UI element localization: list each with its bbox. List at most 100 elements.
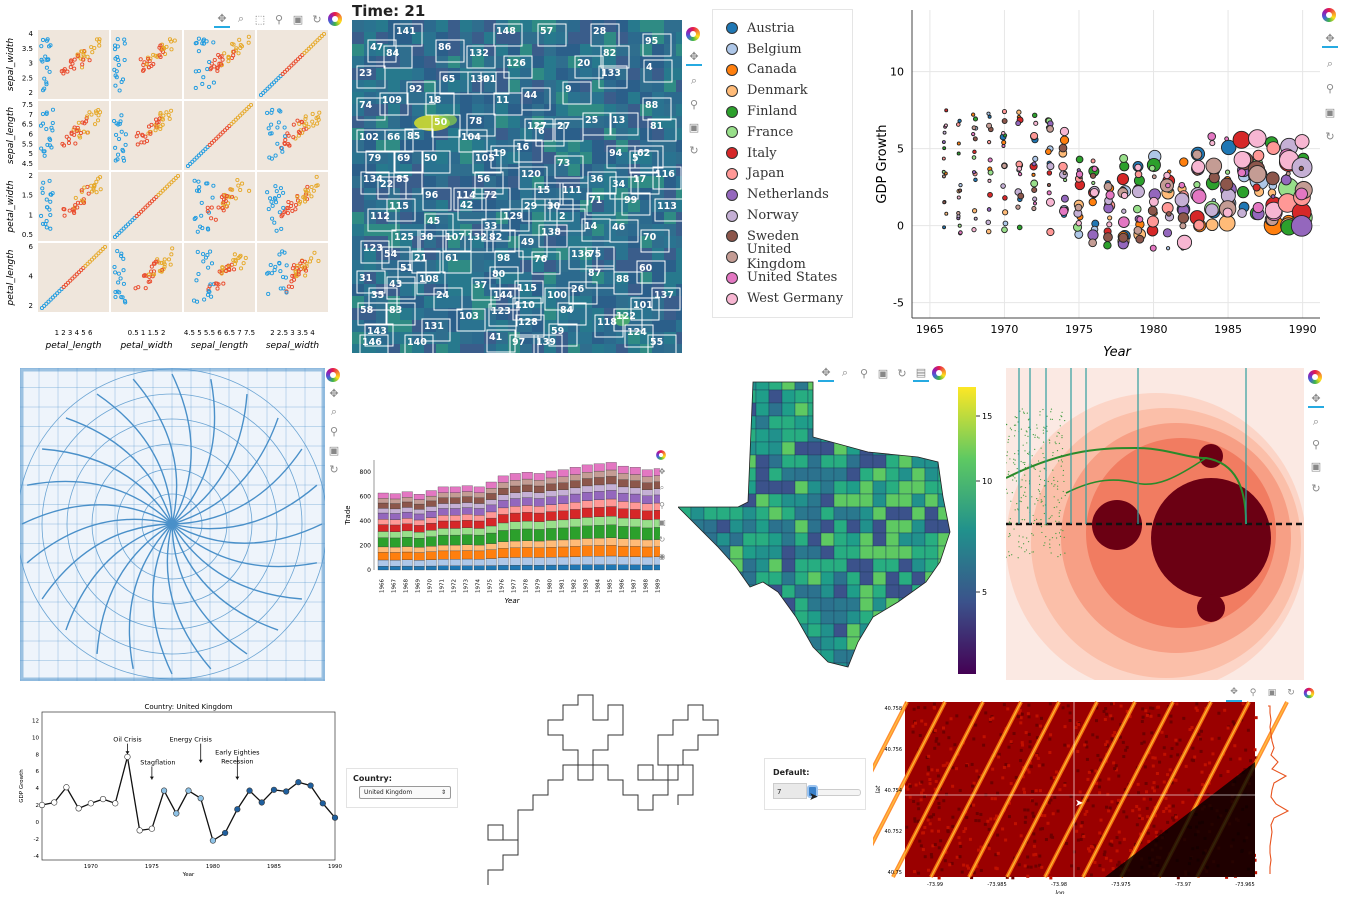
county-cell[interactable] [755,532,770,547]
county-cell[interactable] [690,480,705,495]
legend-item[interactable]: Italy [713,143,852,164]
box-select-icon[interactable]: ⬚ [254,12,266,26]
legend-item[interactable]: Norway [713,205,852,226]
county-cell[interactable] [911,532,926,547]
county-cell[interactable] [794,519,809,534]
county-cell[interactable] [794,649,809,664]
county-cell[interactable] [807,493,822,508]
county-cell[interactable] [729,584,744,599]
county-cell[interactable] [937,402,951,417]
county-cell[interactable] [742,441,757,456]
county-cell[interactable] [807,506,822,521]
county-cell[interactable] [859,389,874,404]
county-cell[interactable] [859,636,874,651]
county-cell[interactable] [846,636,861,651]
county-cell[interactable] [690,389,705,404]
county-cell[interactable] [833,623,848,638]
county-cell[interactable] [911,519,926,534]
county-cell[interactable] [820,610,835,625]
county-cell[interactable] [690,415,705,430]
county-cell[interactable] [924,467,939,482]
county-cell[interactable] [742,506,757,521]
county-cell[interactable] [768,415,783,430]
save-icon[interactable]: ▣ [1324,105,1336,119]
zoom-icon[interactable]: ⌕ [237,12,245,25]
county-cell[interactable] [729,454,744,469]
county-cell[interactable] [820,558,835,573]
county-cell[interactable] [678,532,692,547]
uk-gdp-line-chart[interactable]: Country: United Kingdom121086420-2-41970… [15,700,345,885]
county-cell[interactable] [924,389,939,404]
county-cell[interactable] [729,610,744,625]
county-cell[interactable] [729,428,744,443]
county-cell[interactable] [859,480,874,495]
county-cell[interactable] [885,519,900,534]
reset-icon[interactable]: ↻ [329,462,339,476]
county-cell[interactable] [716,415,731,430]
county-cell[interactable] [885,506,900,521]
save-icon[interactable]: ▣ [1310,459,1322,473]
pan-icon[interactable]: ✥ [1308,390,1324,408]
county-cell[interactable] [911,493,926,508]
county-cell[interactable] [924,636,939,651]
county-cell[interactable] [794,558,809,573]
county-cell[interactable] [678,454,692,469]
county-cell[interactable] [768,454,783,469]
county-cell[interactable] [716,532,731,547]
county-cell[interactable] [742,623,757,638]
county-cell[interactable] [678,428,692,443]
pan-icon[interactable]: ✥ [658,466,666,476]
county-cell[interactable] [742,571,757,586]
county-cell[interactable] [716,623,731,638]
county-cell[interactable] [768,441,783,456]
county-cell[interactable] [690,493,705,508]
county-cell[interactable] [781,402,796,417]
county-cell[interactable] [755,649,770,664]
county-cell[interactable] [924,545,939,560]
county-cell[interactable] [937,441,951,456]
county-cell[interactable] [794,402,809,417]
county-cell[interactable] [794,493,809,508]
county-cell[interactable] [716,377,731,391]
county-cell[interactable] [833,597,848,612]
county-cell[interactable] [898,441,913,456]
county-cell[interactable] [781,623,796,638]
wheel-zoom-icon[interactable]: ⚲ [274,12,284,26]
county-cell[interactable] [872,493,887,508]
county-cell[interactable] [703,454,718,469]
county-cell[interactable] [678,545,692,560]
county-cell[interactable] [742,377,757,391]
county-cell[interactable] [885,415,900,430]
county-cell[interactable] [820,532,835,547]
county-cell[interactable] [924,532,939,547]
legend-item[interactable]: United States [713,268,852,289]
county-cell[interactable] [807,389,822,404]
county-cell[interactable] [703,662,718,676]
county-cell[interactable] [820,636,835,651]
county-cell[interactable] [690,558,705,573]
county-cell[interactable] [911,402,926,417]
county-cell[interactable] [924,519,939,534]
county-cell[interactable] [768,558,783,573]
county-cell[interactable] [678,610,692,625]
county-cell[interactable] [703,402,718,417]
county-cell[interactable] [794,610,809,625]
county-cell[interactable] [703,519,718,534]
county-cell[interactable] [911,623,926,638]
county-cell[interactable] [911,610,926,625]
reset-icon[interactable]: ↻ [1287,688,1295,698]
county-cell[interactable] [898,428,913,443]
county-cell[interactable] [807,467,822,482]
county-cell[interactable] [846,467,861,482]
county-cell[interactable] [729,389,744,404]
save-icon[interactable]: ▣ [658,517,666,527]
county-cell[interactable] [768,662,783,676]
county-cell[interactable] [794,532,809,547]
county-cell[interactable] [716,584,731,599]
county-cell[interactable] [716,610,731,625]
county-cell[interactable] [729,532,744,547]
county-cell[interactable] [703,610,718,625]
county-cell[interactable] [898,454,913,469]
county-cell[interactable] [898,402,913,417]
county-cell[interactable] [885,480,900,495]
